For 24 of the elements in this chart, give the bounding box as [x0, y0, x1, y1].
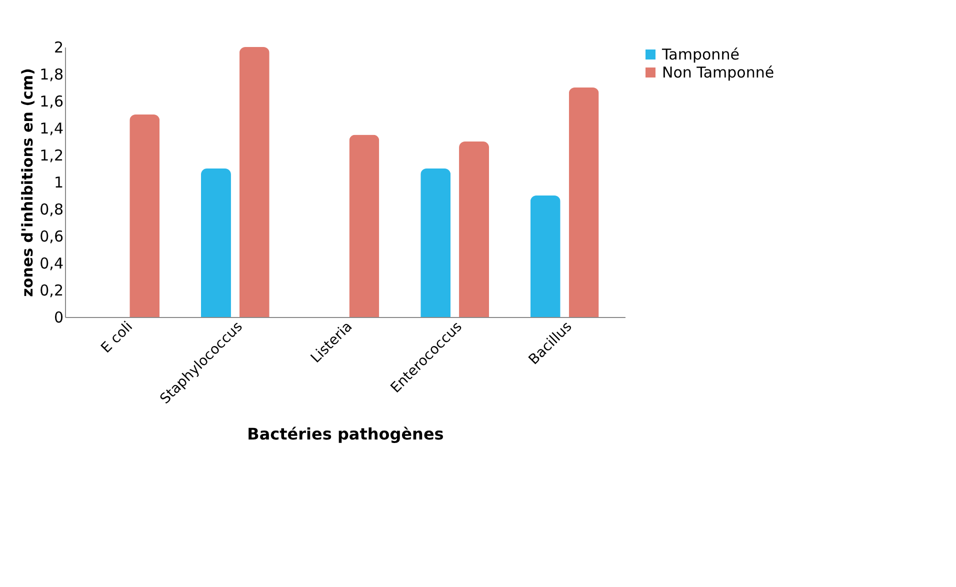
legend-label: Non Tamponné [662, 64, 774, 82]
y-tick-label: 0,2 [40, 282, 64, 300]
y-tick-label: 1,2 [40, 146, 64, 164]
bar [420, 168, 451, 317]
bar [530, 196, 560, 317]
bar [130, 114, 160, 317]
y-tick-label: 0 [54, 308, 64, 326]
y-tick-label: 2 [54, 38, 64, 56]
x-tick-label: E coli [98, 318, 136, 357]
bar [459, 142, 490, 317]
y-tick-label: 0,6 [40, 228, 64, 246]
y-tick-label: 1,6 [40, 92, 64, 110]
bar [349, 134, 380, 317]
y-tick-label: 0,8 [40, 200, 64, 218]
bar [568, 88, 599, 317]
bar [239, 47, 270, 317]
y-tick-label: 1,8 [40, 66, 64, 84]
y-tick-label: 0,4 [40, 254, 64, 272]
bar [200, 168, 231, 317]
legend-label: Tamponné [661, 46, 740, 64]
y-tick-label: 1 [54, 174, 64, 192]
y-tick-label: 1,4 [40, 120, 64, 138]
y-axis-title: zones d'inhibitions en (cm) [18, 68, 37, 297]
x-axis-title: Bactéries pathogènes [247, 424, 444, 444]
